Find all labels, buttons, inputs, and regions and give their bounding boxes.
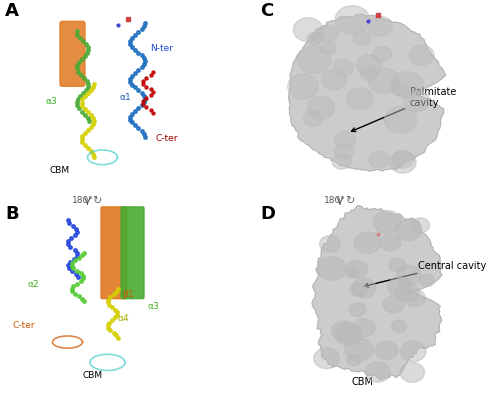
Text: α3: α3	[45, 97, 57, 106]
Text: 180°: 180°	[324, 196, 346, 205]
Circle shape	[349, 303, 366, 317]
Text: ↻: ↻	[345, 196, 354, 206]
Circle shape	[392, 151, 414, 169]
Circle shape	[368, 69, 400, 94]
Circle shape	[390, 72, 424, 99]
FancyBboxPatch shape	[60, 22, 85, 87]
Circle shape	[366, 362, 390, 382]
Circle shape	[392, 320, 406, 333]
Circle shape	[332, 321, 356, 341]
Text: Central cavity: Central cavity	[364, 260, 486, 288]
Circle shape	[404, 290, 425, 307]
Circle shape	[388, 277, 412, 296]
Circle shape	[373, 47, 392, 62]
Text: C-ter: C-ter	[155, 133, 178, 142]
Circle shape	[347, 89, 373, 110]
Circle shape	[320, 43, 336, 55]
Circle shape	[335, 323, 362, 345]
Circle shape	[346, 268, 358, 278]
Circle shape	[288, 75, 318, 100]
Text: C: C	[260, 2, 273, 20]
Circle shape	[334, 60, 353, 76]
Text: β1: β1	[122, 289, 134, 298]
Circle shape	[410, 46, 434, 66]
Circle shape	[332, 154, 351, 170]
Circle shape	[352, 279, 376, 298]
Circle shape	[345, 338, 374, 361]
Circle shape	[400, 362, 424, 382]
Circle shape	[392, 82, 408, 96]
FancyBboxPatch shape	[101, 207, 126, 299]
FancyBboxPatch shape	[121, 207, 144, 299]
Circle shape	[412, 218, 430, 233]
Circle shape	[380, 235, 401, 252]
Circle shape	[396, 284, 419, 303]
Text: D: D	[260, 205, 275, 222]
Text: α3: α3	[148, 301, 159, 310]
Circle shape	[397, 266, 421, 285]
Circle shape	[420, 275, 434, 287]
Circle shape	[383, 296, 404, 313]
Text: α4: α4	[118, 313, 129, 322]
Circle shape	[303, 111, 322, 127]
Polygon shape	[312, 206, 442, 380]
Text: 180°: 180°	[72, 196, 94, 205]
Circle shape	[307, 98, 334, 120]
Circle shape	[404, 91, 429, 112]
Circle shape	[400, 341, 426, 362]
Text: ↻: ↻	[92, 196, 102, 206]
Circle shape	[384, 107, 417, 134]
Text: α2: α2	[28, 279, 39, 288]
Circle shape	[314, 348, 340, 369]
Circle shape	[318, 257, 346, 281]
Circle shape	[375, 341, 398, 360]
Text: CBM: CBM	[50, 166, 70, 175]
Circle shape	[311, 33, 324, 44]
Circle shape	[353, 32, 370, 46]
Circle shape	[389, 258, 406, 272]
Text: C-ter: C-ter	[12, 320, 35, 329]
Text: B: B	[5, 205, 18, 222]
Circle shape	[369, 152, 390, 168]
Circle shape	[334, 132, 355, 149]
Circle shape	[360, 67, 378, 81]
Circle shape	[335, 6, 370, 35]
Text: A: A	[5, 2, 19, 20]
Circle shape	[346, 354, 361, 366]
Circle shape	[356, 55, 382, 77]
Text: CBM: CBM	[82, 370, 102, 379]
Text: N-ter: N-ter	[150, 44, 173, 53]
Circle shape	[354, 232, 380, 254]
Text: Palmitate
cavity: Palmitate cavity	[352, 86, 457, 132]
Polygon shape	[288, 15, 446, 172]
Circle shape	[350, 283, 367, 296]
Circle shape	[354, 319, 376, 337]
Circle shape	[318, 26, 338, 42]
Circle shape	[390, 152, 416, 174]
Circle shape	[322, 70, 346, 90]
Circle shape	[307, 34, 322, 46]
Circle shape	[294, 19, 323, 43]
Circle shape	[396, 220, 421, 241]
Text: α1: α1	[120, 93, 132, 102]
Circle shape	[320, 236, 340, 253]
Circle shape	[346, 260, 368, 278]
Circle shape	[334, 145, 353, 160]
Text: CBM: CBM	[352, 376, 374, 386]
Circle shape	[373, 211, 401, 234]
Circle shape	[297, 47, 331, 74]
Circle shape	[368, 17, 392, 37]
